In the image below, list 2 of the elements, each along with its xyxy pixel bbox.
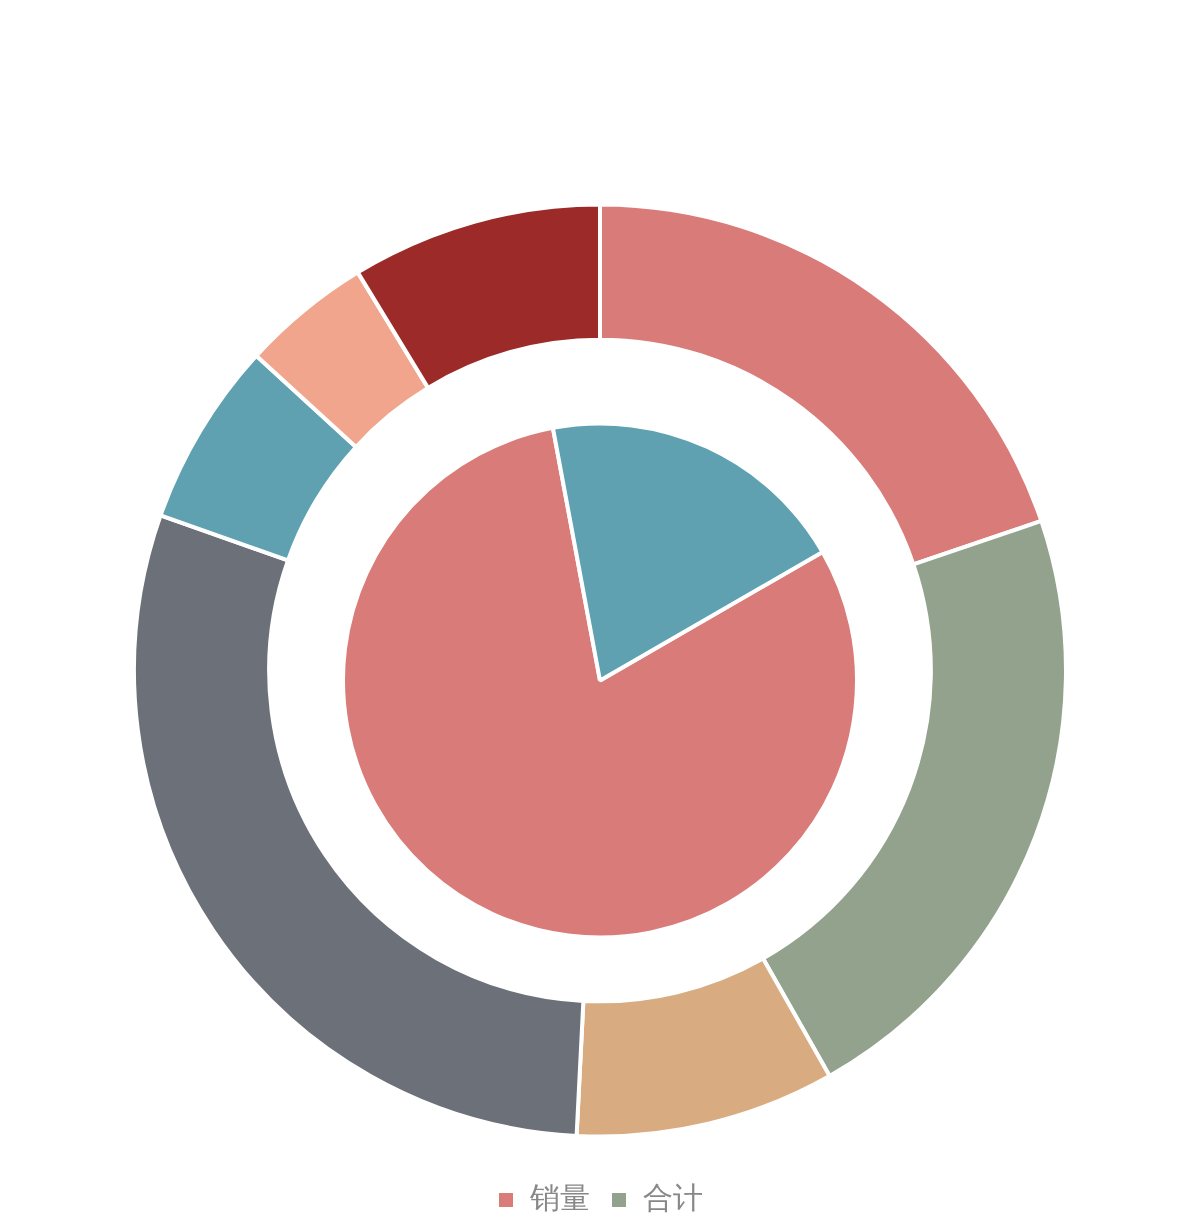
legend-label: 销量 bbox=[529, 1179, 590, 1215]
legend-label: 合计 bbox=[643, 1179, 703, 1215]
